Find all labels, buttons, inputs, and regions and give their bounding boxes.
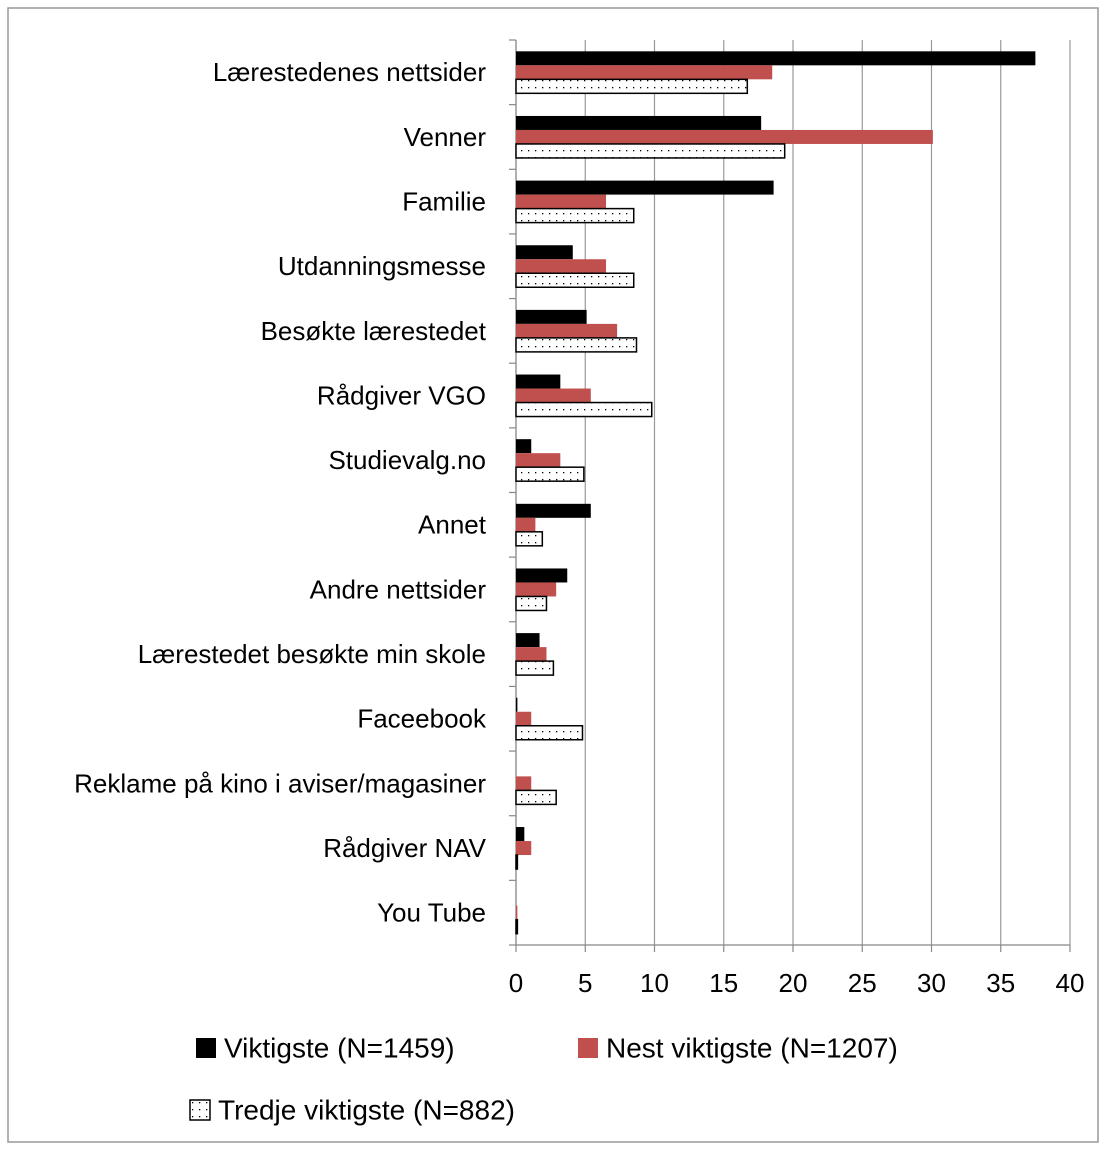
legend-swatch: [196, 1038, 216, 1058]
bar: [515, 78, 749, 95]
x-tick-label: 30: [917, 968, 946, 998]
y-tick-label: Lærestedet besøkte min skole: [138, 639, 486, 669]
bar: [516, 905, 518, 920]
bar: [516, 309, 587, 324]
bar: [515, 854, 519, 870]
bar: [515, 660, 555, 676]
x-tick-label: 5: [578, 968, 592, 998]
bar: [515, 401, 653, 418]
bar: [516, 259, 607, 274]
y-tick-label: Besøkte lærestedet: [261, 316, 487, 346]
bar: [516, 827, 525, 842]
y-tick-label: Lærestedenes nettsider: [213, 57, 487, 87]
x-tick-label: 20: [779, 968, 808, 998]
legend-label: Tredje viktigste (N=882): [218, 1094, 515, 1125]
y-tick-label: Venner: [404, 122, 487, 152]
legend-swatch: [189, 1099, 211, 1121]
bar: [516, 388, 591, 403]
bar: [516, 517, 536, 532]
y-tick-label: Faceebook: [357, 704, 487, 734]
bar: [516, 647, 547, 662]
bar: [516, 65, 773, 80]
bar: [516, 453, 561, 468]
y-tick-label: Rådgiver VGO: [317, 380, 486, 410]
bar: [515, 272, 635, 288]
bar: [516, 51, 1036, 66]
bar: [515, 207, 635, 224]
y-tick-label: Utdanningsmesse: [278, 251, 486, 281]
bar: [515, 595, 548, 612]
y-tick-label: Rådgiver NAV: [323, 833, 486, 863]
bar: [516, 841, 532, 856]
bar: [516, 633, 540, 648]
y-tick-label: You Tube: [377, 898, 486, 928]
x-tick-label: 35: [986, 968, 1015, 998]
x-tick-label: 10: [640, 968, 669, 998]
bar: [516, 439, 532, 454]
x-tick-label: 40: [1056, 968, 1085, 998]
bar: [516, 374, 561, 389]
bar: [516, 194, 607, 209]
bar: [515, 725, 584, 741]
bar: [515, 918, 519, 935]
x-tick-label: 0: [509, 968, 523, 998]
bar: [516, 323, 618, 338]
bar: [516, 568, 568, 583]
legend-swatch: [578, 1038, 598, 1058]
y-tick-label: Reklame på kino i aviser/magasiner: [74, 768, 486, 798]
bar: [515, 789, 557, 806]
bar: [516, 129, 933, 144]
bar: [516, 582, 557, 597]
y-tick-label: Annet: [418, 510, 487, 540]
x-tick-label: 25: [848, 968, 877, 998]
y-tick-label: Studievalg.no: [328, 445, 486, 475]
legend-label: Nest viktigste (N=1207): [606, 1032, 898, 1063]
x-tick-label: 15: [709, 968, 738, 998]
bar: [515, 143, 786, 159]
y-tick-label: Familie: [402, 186, 486, 216]
bar: [515, 466, 585, 482]
bar: [516, 245, 573, 260]
bar: [516, 115, 762, 130]
legend-label: Viktigste (N=1459): [224, 1032, 455, 1063]
bar: [516, 503, 591, 518]
bar: [515, 531, 544, 547]
y-tick-label: Andre nettsider: [310, 574, 487, 604]
bar: [515, 337, 638, 353]
bar: [516, 180, 774, 195]
bar: [516, 697, 518, 712]
bar: [516, 711, 532, 726]
bar: [516, 776, 532, 791]
